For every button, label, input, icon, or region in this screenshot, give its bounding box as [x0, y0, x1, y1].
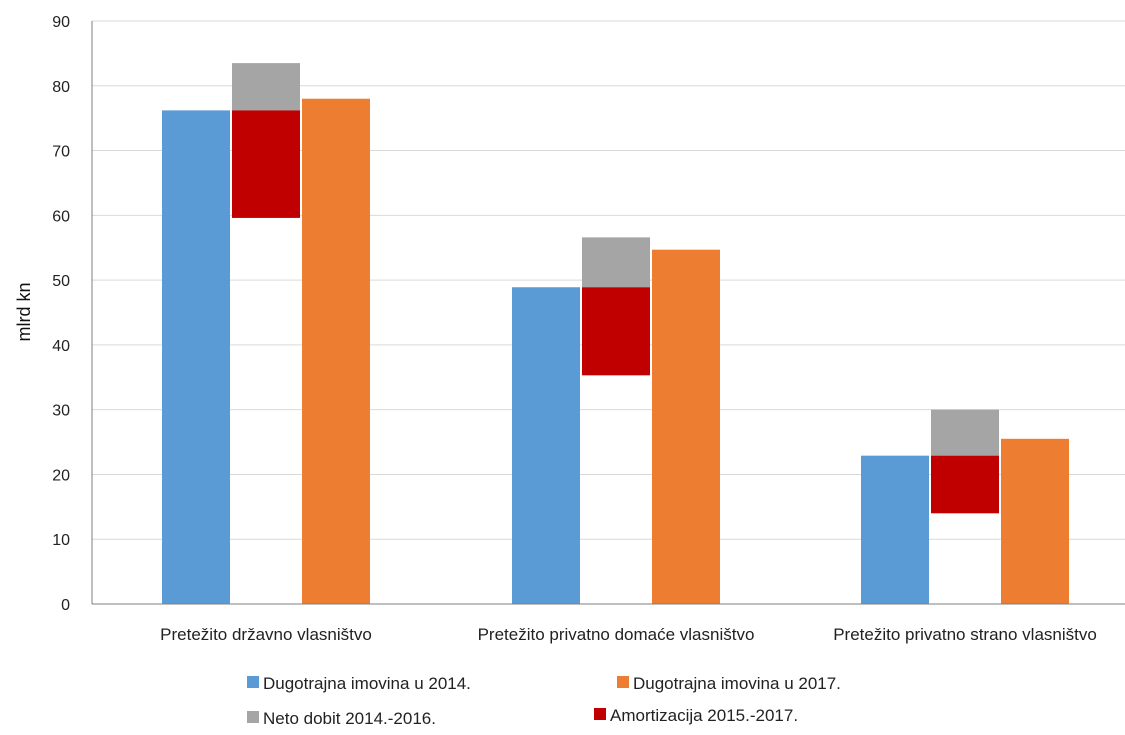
x-category-label: Pretežito privatno strano vlasništvo — [833, 625, 1097, 644]
axes: 0 10 20 30 40 50 60 70 80 90 Pretežito državno vla… — [52, 14, 1125, 644]
bar-dugotrajna-2017 — [302, 98, 370, 604]
bar-amortizacija — [582, 287, 650, 376]
bar-neto-dobit — [582, 237, 650, 288]
y-tick-label: 10 — [52, 532, 70, 549]
bar-dugotrajna-2014 — [512, 287, 580, 604]
x-category-label: Pretežito državno vlasništvo — [160, 625, 372, 644]
bar-dugotrajna-2017 — [652, 249, 720, 604]
y-tick-label: 90 — [52, 14, 70, 31]
y-tick-label: 50 — [52, 273, 70, 290]
legend-swatch — [247, 676, 259, 688]
legend-label: Dugotrajna imovina u 2017. — [633, 674, 841, 693]
legend: Dugotrajna imovina u 2014. Dugotrajna imo… — [247, 674, 841, 728]
y-tick-label: 0 — [61, 597, 70, 614]
bar-neto-dobit — [931, 409, 999, 456]
legend-swatch — [594, 708, 606, 720]
bar-dugotrajna-2014 — [861, 455, 929, 604]
legend-label: Neto dobit 2014.-2016. — [263, 709, 436, 728]
y-tick-label: 60 — [52, 208, 70, 225]
bar-dugotrajna-2017 — [1001, 438, 1069, 604]
bar-amortizacija — [232, 110, 300, 218]
bar-neto-dobit — [232, 63, 300, 111]
legend-swatch — [247, 711, 259, 723]
y-axis-title: mlrd kn — [14, 282, 34, 341]
legend-swatch — [617, 676, 629, 688]
bar-dugotrajna-2014 — [162, 110, 230, 604]
legend-label: Dugotrajna imovina u 2014. — [263, 674, 471, 693]
y-tick-label: 30 — [52, 403, 70, 420]
x-category-label: Pretežito privatno domaće vlasništvo — [478, 625, 755, 644]
y-tick-label: 20 — [52, 467, 70, 484]
y-tick-label: 40 — [52, 338, 70, 355]
y-tick-label: 80 — [52, 79, 70, 96]
y-tick-label: 70 — [52, 144, 70, 161]
legend-label: Amortizacija 2015.-2017. — [610, 706, 798, 725]
bar-amortizacija — [931, 455, 999, 514]
bars — [162, 63, 1069, 604]
